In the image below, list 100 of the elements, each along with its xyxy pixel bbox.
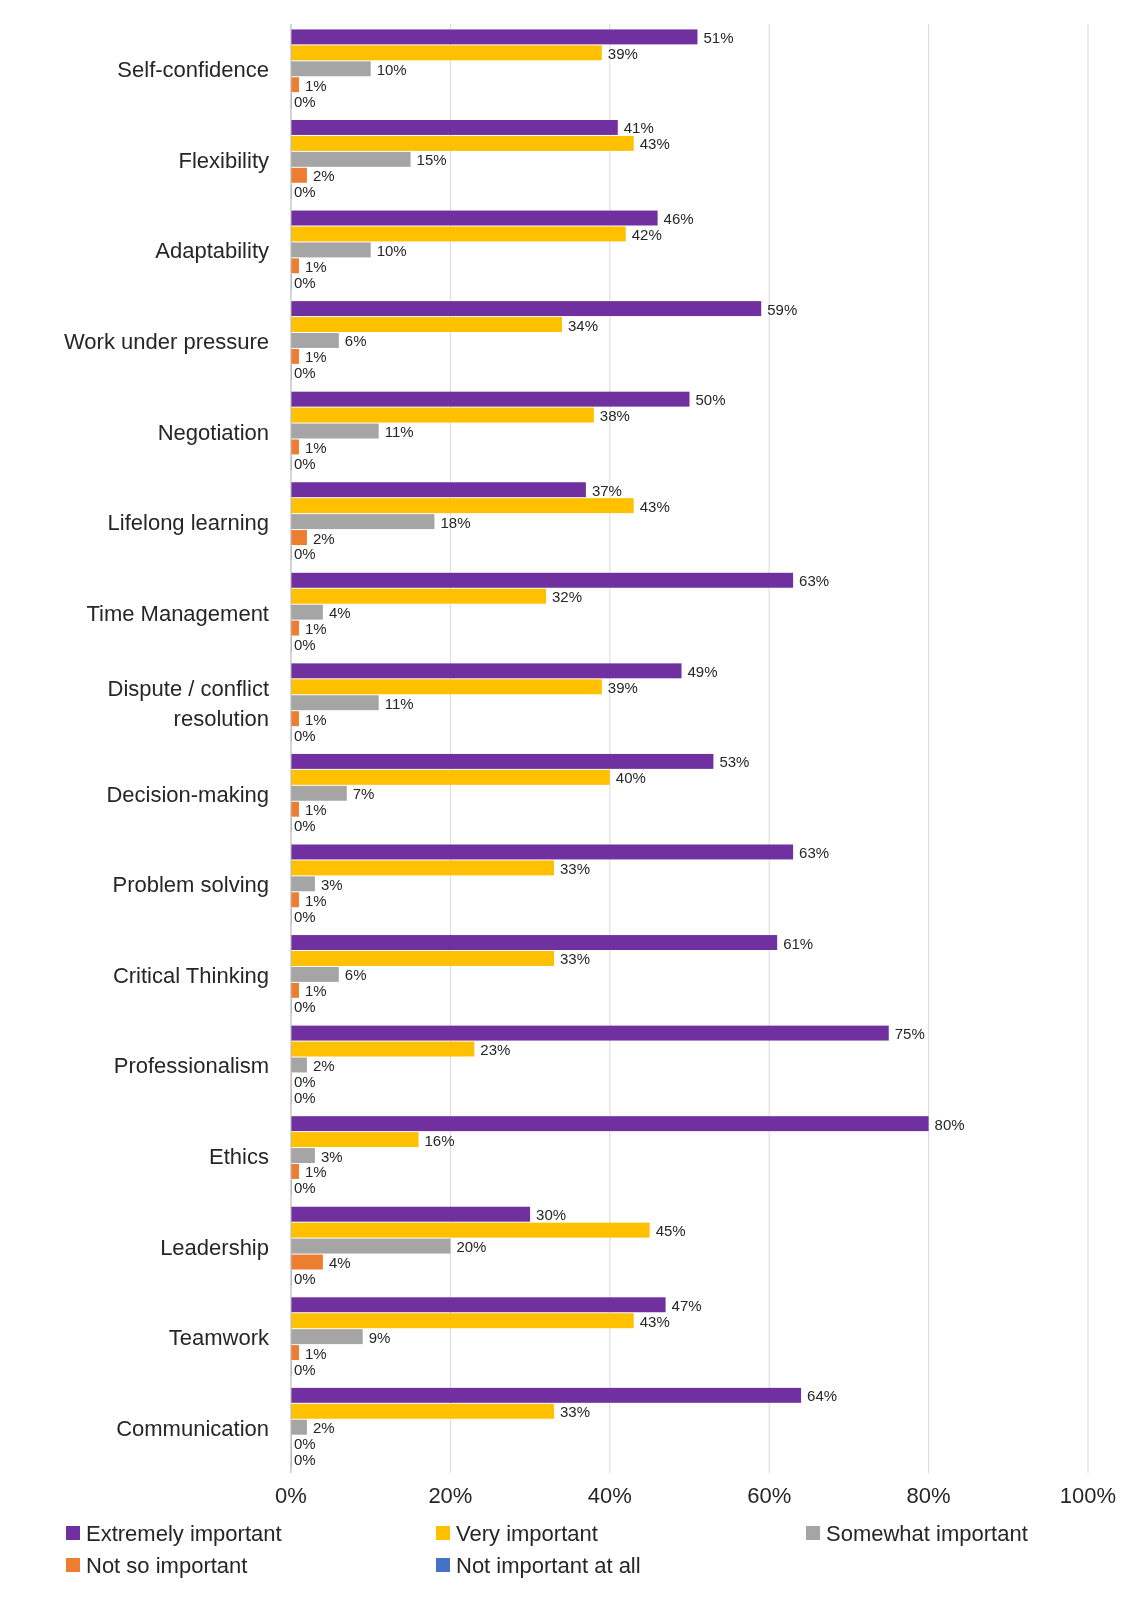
- data-label: 23%: [480, 1041, 511, 1059]
- x-tick-label: 20%: [428, 1483, 473, 1508]
- data-label: 6%: [344, 966, 367, 984]
- data-label: 2%: [312, 1056, 335, 1074]
- x-tick-label: 100%: [1059, 1483, 1117, 1508]
- data-label: 7%: [352, 785, 375, 803]
- legend-label: Not important at all: [456, 1552, 641, 1578]
- data-label: 0%: [294, 1451, 316, 1469]
- x-tick-label: 60%: [747, 1483, 792, 1508]
- data-label: 4%: [328, 604, 351, 622]
- data-label: 38%: [599, 407, 630, 425]
- data-label: 43%: [639, 1312, 670, 1330]
- y-tick-label: Self-confidence: [117, 56, 269, 82]
- data-label: 1%: [304, 982, 327, 1000]
- data-label: 1%: [304, 710, 327, 728]
- data-label: 0%: [294, 183, 316, 201]
- data-label: 4%: [328, 1254, 351, 1272]
- y-tick-label: Ethics: [209, 1143, 269, 1169]
- data-label: 1%: [304, 257, 327, 275]
- data-label: 39%: [607, 678, 638, 696]
- y-tick-label: Dispute / conflict resolution: [107, 675, 269, 731]
- data-label: 37%: [591, 481, 622, 499]
- data-label: 0%: [294, 1088, 316, 1106]
- data-label: 1%: [304, 620, 327, 638]
- data-label: 0%: [294, 1269, 316, 1287]
- data-label: 1%: [304, 438, 327, 456]
- data-label: 40%: [615, 769, 646, 787]
- y-tick-label: Work under pressure: [63, 328, 269, 354]
- data-label: 6%: [344, 332, 367, 350]
- data-label: 0%: [294, 1179, 316, 1197]
- y-tick-label: Teamwork: [168, 1324, 270, 1350]
- legend-label: Very important: [456, 1520, 598, 1546]
- data-label: 0%: [294, 907, 316, 925]
- data-label: 16%: [424, 1131, 455, 1149]
- data-label: 33%: [560, 1403, 591, 1421]
- data-label: 49%: [687, 662, 718, 680]
- data-label: 43%: [639, 497, 670, 515]
- data-label: 1%: [304, 76, 327, 94]
- y-tick-label: Negotiation: [157, 419, 269, 445]
- data-label: 63%: [799, 843, 830, 861]
- data-label: 34%: [567, 316, 599, 334]
- data-label: 51%: [703, 28, 734, 46]
- data-label: 0%: [294, 545, 316, 563]
- data-label: 3%: [320, 1147, 343, 1165]
- y-tick-label: Leadership: [160, 1234, 269, 1260]
- data-label: 41%: [623, 119, 654, 137]
- data-label: 30%: [536, 1206, 567, 1224]
- x-tick-label: 80%: [906, 1483, 951, 1508]
- data-label: 33%: [560, 950, 591, 968]
- data-label: 0%: [294, 1435, 316, 1453]
- data-label: 59%: [767, 300, 798, 318]
- data-label: 2%: [312, 1419, 335, 1437]
- data-label: 47%: [671, 1296, 702, 1314]
- data-label: 1%: [304, 348, 327, 366]
- data-label: 53%: [719, 753, 750, 771]
- data-label: 0%: [294, 364, 316, 382]
- y-tick-label: Communication: [116, 1415, 269, 1441]
- data-label: 0%: [294, 1072, 316, 1090]
- data-label: 61%: [783, 934, 814, 952]
- legend-label: Somewhat important: [826, 1520, 1028, 1546]
- y-tick-label: Critical Thinking: [112, 962, 269, 988]
- y-tick-label: Decision-making: [106, 781, 269, 807]
- data-label: 50%: [695, 391, 726, 409]
- y-tick-label: Flexibility: [178, 147, 269, 173]
- data-label: 1%: [304, 801, 327, 819]
- legend-label: Not so important: [86, 1552, 248, 1578]
- data-label: 9%: [368, 1328, 391, 1346]
- data-label: 0%: [294, 1360, 316, 1378]
- data-label: 0%: [294, 273, 316, 291]
- data-label: 10%: [376, 60, 407, 78]
- data-label: 64%: [807, 1387, 838, 1405]
- y-tick-label: Professionalism: [113, 1052, 269, 1078]
- data-label: 0%: [294, 726, 316, 744]
- data-label: 0%: [294, 998, 316, 1016]
- legend-label: Extremely important: [86, 1520, 282, 1546]
- data-label: 0%: [294, 817, 316, 835]
- data-label: 15%: [416, 151, 447, 169]
- data-label: 45%: [655, 1222, 686, 1240]
- data-label: 2%: [312, 529, 335, 547]
- data-label: 75%: [894, 1025, 925, 1043]
- data-label: 10%: [376, 241, 407, 259]
- data-label: 3%: [320, 875, 343, 893]
- y-tick-label: Lifelong learning: [107, 509, 269, 535]
- data-label: 43%: [639, 135, 670, 153]
- y-tick-label: Adaptability: [155, 237, 269, 263]
- data-label: 2%: [312, 167, 335, 185]
- data-label: 33%: [560, 859, 591, 877]
- data-label: 11%: [384, 694, 414, 712]
- data-label: 0%: [294, 636, 316, 654]
- data-label: 39%: [607, 44, 638, 62]
- data-label: 42%: [631, 225, 662, 243]
- data-label: 1%: [304, 891, 327, 909]
- data-label: 32%: [552, 588, 583, 606]
- x-tick-label: 0%: [275, 1483, 307, 1508]
- data-label: 63%: [799, 572, 830, 590]
- data-label: 1%: [304, 1163, 327, 1181]
- data-label: 46%: [663, 210, 694, 228]
- data-label: 1%: [304, 1344, 327, 1362]
- data-label: 80%: [934, 1115, 965, 1133]
- data-label: 20%: [456, 1238, 487, 1256]
